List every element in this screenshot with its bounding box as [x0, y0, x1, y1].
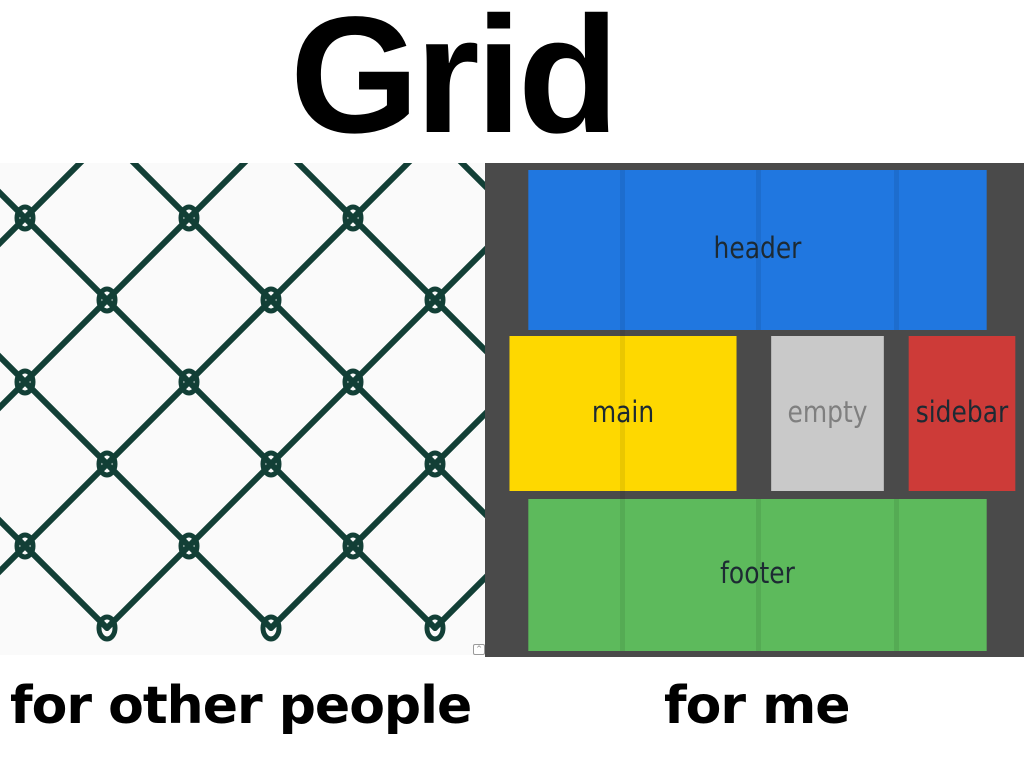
fence-wire — [186, 163, 249, 221]
fence-wire — [186, 461, 274, 549]
fence-wire — [268, 461, 356, 549]
chain-link-fence-drawing — [0, 163, 486, 642]
fence-wire — [268, 215, 356, 303]
fence-wire — [432, 244, 486, 303]
fence-wire — [0, 352, 28, 385]
fence-wire — [268, 543, 356, 631]
fence-knot — [260, 286, 282, 314]
fence-wire — [268, 379, 356, 467]
fence-wire — [350, 543, 438, 631]
fence-wire — [129, 163, 192, 221]
fence-knot — [342, 368, 364, 396]
grid-area-main-label: main — [591, 394, 655, 429]
fence-wire — [0, 188, 28, 221]
fence-wire — [432, 461, 486, 520]
grid-area-footer: footer — [528, 499, 987, 651]
fence-knot — [342, 204, 364, 232]
grid-area-header: header — [528, 170, 987, 330]
grid-area-empty-label: empty — [787, 394, 868, 429]
grid-area-empty: empty — [771, 336, 884, 491]
fence-wire — [104, 543, 192, 631]
fence-wire — [293, 163, 356, 221]
fence-knot — [14, 532, 36, 560]
fence-wire — [350, 379, 438, 467]
fence-knot — [424, 286, 446, 314]
fence-wire — [104, 461, 192, 549]
fence-knot — [96, 450, 118, 478]
fence-wire — [350, 215, 438, 303]
fence-wire — [22, 543, 110, 631]
fence-wire — [186, 215, 274, 303]
grid-column-line — [894, 170, 899, 330]
fence-wire — [186, 379, 274, 467]
fence-wire — [104, 379, 192, 467]
fence-knot — [96, 286, 118, 314]
fence-knot — [424, 450, 446, 478]
fence-wire — [22, 461, 110, 549]
fence-wire — [350, 461, 438, 549]
caption-other-people: for other people — [10, 676, 472, 736]
fence-knot — [14, 368, 36, 396]
grid-column-line — [894, 499, 899, 651]
css-grid-layout: header main empty sidebar footer — [485, 163, 1024, 657]
fence-knot — [178, 532, 200, 560]
fence-wire — [268, 297, 356, 385]
fence-knot — [260, 450, 282, 478]
fence-knot — [424, 614, 446, 642]
fence-wire — [22, 215, 110, 303]
fence-knot — [96, 614, 118, 642]
fence-wire — [22, 379, 110, 467]
grid-area-main: main — [509, 336, 737, 491]
fence-wire — [104, 215, 192, 303]
chain-link-fence-image — [0, 163, 486, 655]
fence-knot — [178, 204, 200, 232]
grid-area-header-label: header — [713, 231, 802, 265]
fence-wire — [0, 516, 28, 549]
grid-area-sidebar: sidebar — [908, 336, 1016, 491]
grid-column-line — [756, 170, 761, 330]
fence-wire — [22, 297, 110, 385]
fence-wire — [457, 163, 486, 192]
fence-wire — [186, 543, 274, 631]
grid-column-line — [756, 499, 761, 651]
fence-wire — [22, 163, 85, 221]
fence-knot — [178, 368, 200, 396]
fence-knot — [260, 614, 282, 642]
grid-area-sidebar-label: sidebar — [915, 394, 1009, 429]
fence-wire — [350, 297, 438, 385]
grid-area-footer-label: footer — [720, 556, 795, 590]
fence-knot — [14, 204, 36, 232]
fence-wire — [186, 297, 274, 385]
caption-for-me: for me — [664, 676, 851, 736]
fence-wire — [104, 297, 192, 385]
fence-wire — [432, 572, 486, 631]
fence-wire — [0, 215, 28, 248]
meme-title: Grid — [290, 0, 619, 168]
fence-wire — [0, 379, 28, 412]
fence-wire — [350, 163, 413, 221]
grid-column-line — [620, 170, 625, 651]
fence-wire — [0, 543, 28, 576]
fence-wire — [432, 408, 486, 467]
fence-wire — [432, 297, 486, 356]
fence-knot — [342, 532, 364, 560]
image-watermark-icon: ^ — [473, 644, 485, 655]
